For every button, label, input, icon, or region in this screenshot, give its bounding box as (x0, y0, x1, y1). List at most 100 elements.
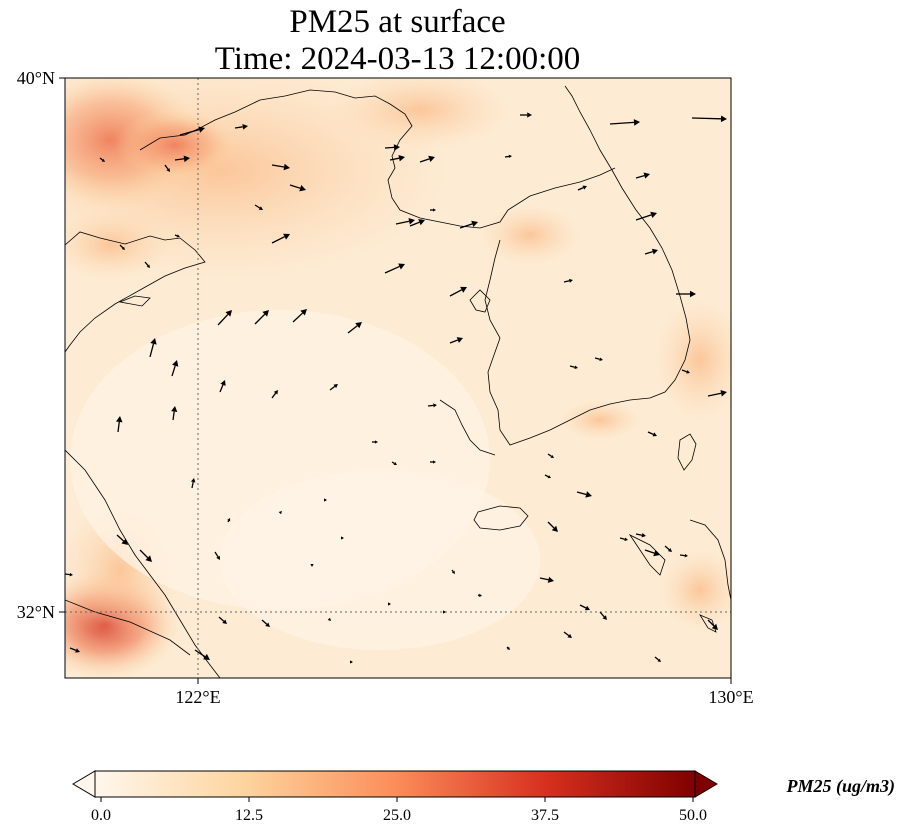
wind-arrow (419, 155, 435, 163)
wind-arrow (599, 611, 607, 620)
wind-arrow (278, 511, 282, 515)
lon-label-122e: 122°E (175, 687, 220, 707)
wind-arrow (289, 184, 306, 192)
wind-arrow (191, 478, 196, 489)
wind-arrow (609, 119, 640, 126)
map-subtitle-time: Time: 2024-03-13 12:00:00 (214, 41, 581, 77)
wind-arrow (139, 549, 152, 562)
wind-arrow (707, 619, 718, 630)
wind-arrow (292, 309, 307, 323)
wind-arrow (391, 461, 397, 465)
wind-arrow (372, 440, 378, 444)
wind-arrow (234, 123, 248, 130)
wind-arrow (427, 403, 437, 408)
wind-arrow (664, 545, 672, 552)
wind-arrow (347, 322, 362, 334)
wind-arrow (635, 533, 646, 538)
wind-arrow (547, 453, 554, 458)
wind-arrow (214, 551, 220, 560)
wind-arrow (254, 204, 263, 210)
wind-arrow (594, 357, 603, 361)
wind-arrow (679, 553, 688, 558)
wind-arrow (644, 248, 658, 255)
colorbar: 0.0 12.5 25.0 37.5 50.0 PM25 (ug/m3) (72, 770, 895, 824)
wind-arrow (681, 369, 690, 374)
colorbar-extend-low (72, 770, 96, 798)
wind-arrow (194, 649, 210, 660)
wind-arrow (388, 602, 391, 606)
colorbar-tick-3: 37.5 (531, 807, 559, 824)
map-title: PM25 at surface (289, 4, 506, 40)
wind-arrow (384, 263, 405, 274)
wind-arrow (569, 365, 578, 369)
wind-arrow (547, 521, 558, 532)
wind-arrow (635, 172, 650, 179)
map-frame (64, 77, 732, 679)
wind-arrow (409, 219, 425, 227)
wind-arrow (430, 208, 436, 212)
wind-arrow (451, 569, 455, 574)
wind-arrow (506, 646, 510, 650)
lat-label-32n: 32°N (17, 602, 55, 622)
wind-arrow (171, 360, 179, 377)
wind-arrow (576, 491, 592, 498)
wind-arrow (504, 154, 512, 159)
wind-arrow (179, 126, 205, 136)
wind-arrow (644, 549, 660, 557)
wind-arrow (579, 604, 590, 611)
wind-arrow (477, 593, 482, 597)
wind-arrow (119, 244, 125, 250)
wind-arrow (350, 660, 353, 664)
wind-arrow (691, 115, 727, 123)
wind-arrow (449, 337, 463, 344)
wind-arrow (654, 656, 661, 662)
wind-arrow (329, 384, 338, 391)
wind-arrow (563, 631, 572, 638)
wind-arrow (430, 460, 436, 464)
lat-label-40n: 40°N (17, 68, 55, 88)
wind-arrow (174, 155, 190, 163)
wind-arrow (69, 647, 80, 653)
wind-arrow (217, 310, 232, 326)
wind-arrow (149, 338, 157, 358)
axis-ticks (59, 77, 732, 684)
wind-arrow (449, 286, 467, 297)
wind-arrow (99, 157, 105, 162)
wind-arrow (577, 185, 587, 191)
colorbar-tick-0: 0.0 (91, 807, 111, 824)
wind-arrow (459, 220, 478, 229)
wind-arrow (635, 211, 657, 221)
wind-arrow (219, 380, 226, 393)
wind-arrow (395, 218, 415, 225)
wind-arrow (676, 290, 696, 298)
wind-arrow (254, 310, 269, 325)
wind-arrow (65, 572, 73, 577)
lon-label-130e: 130°E (708, 687, 753, 707)
gridlines (65, 78, 731, 678)
wind-arrow (324, 498, 327, 502)
colorbar-extend-high (694, 770, 718, 798)
colorbar-tick-2: 25.0 (383, 807, 411, 824)
wind-arrow (116, 534, 128, 545)
wind-arrow (174, 234, 180, 238)
wind-arrow (539, 576, 554, 583)
wind-arrow (707, 390, 727, 397)
wind-arrow (218, 616, 227, 624)
colorbar-tick-4: 50.0 (679, 807, 707, 824)
wind-arrow (261, 619, 270, 627)
wind-arrow (544, 474, 551, 479)
wind-arrow (171, 406, 178, 421)
wind-arrow (520, 112, 532, 118)
wind-arrow (271, 390, 278, 399)
wind-arrow (563, 278, 573, 283)
colorbar-tick-1: 12.5 (235, 807, 263, 824)
wind-arrow (164, 164, 170, 172)
wind-arrow (271, 233, 290, 244)
wind-arrow (115, 416, 123, 433)
wind-arrow (227, 518, 231, 523)
wind-arrow (144, 261, 150, 268)
wind-arrow (389, 154, 405, 162)
colorbar-label: PM25 (ug/m3) (785, 776, 895, 797)
wind-arrow (384, 144, 400, 151)
